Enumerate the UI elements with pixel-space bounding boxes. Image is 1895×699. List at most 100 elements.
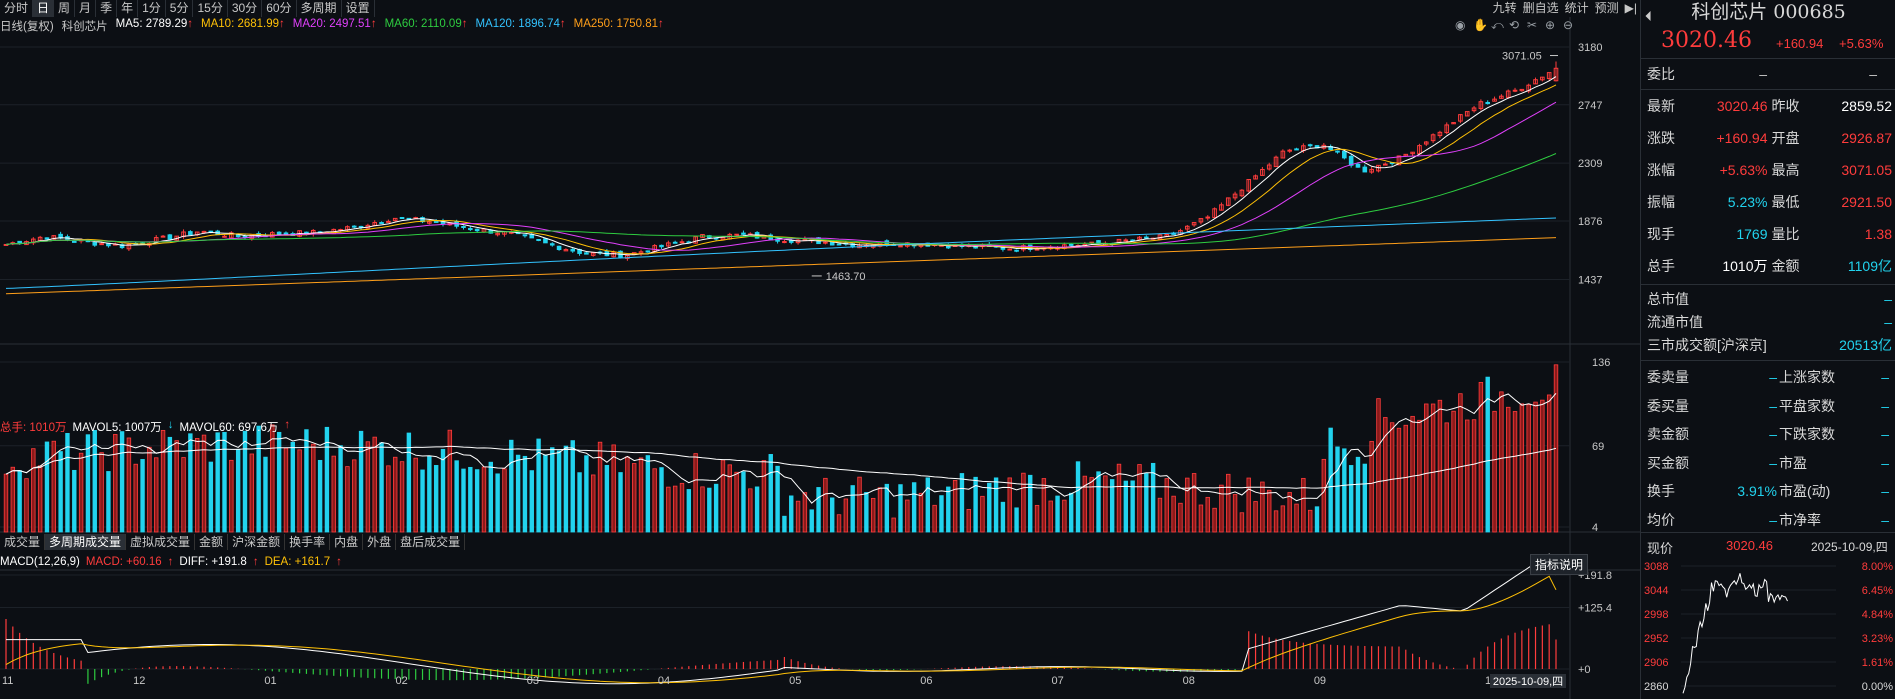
vol-bar	[317, 459, 323, 533]
tool-icon: ◉	[1455, 18, 1465, 32]
vol-bar	[816, 487, 821, 533]
vol-bar	[946, 486, 951, 533]
ma-item-4: MA120: 1896.74↑	[475, 18, 566, 30]
period-7[interactable]: 5分	[166, 0, 194, 17]
chart-tools: 九转 删自选 统计 预测 ▶|	[1493, 0, 1637, 17]
macd-prefix: MACD(12,26,9)	[0, 556, 80, 568]
period-12[interactable]: 设置	[342, 0, 375, 17]
vol-bar	[666, 486, 671, 533]
month-label: 09	[1314, 675, 1326, 687]
kline-chart[interactable]: 3180 2747 2309 1876 1437 3071.05 1463.70 ◉ ✋ ⤺ ⟲ ✂ ⊕…	[0, 17, 1640, 699]
vol-bar	[379, 442, 384, 533]
candle-body	[549, 243, 555, 246]
month-label: 04	[658, 675, 670, 687]
vol-bar	[1362, 463, 1368, 533]
mini-label: 现价	[1647, 541, 1674, 556]
candle-body	[543, 238, 548, 244]
candle-body	[1492, 98, 1497, 102]
mini-left-tick: 2998	[1644, 609, 1668, 621]
vol-tab-6[interactable]: 内盘	[330, 534, 364, 550]
vol-tab-8[interactable]: 盘后成交量	[396, 534, 466, 550]
period-1[interactable]: 日	[33, 0, 55, 17]
vol-bar	[304, 429, 309, 533]
tool-0[interactable]: 九转	[1492, 1, 1517, 15]
candle-body	[570, 248, 576, 252]
candle-body	[283, 232, 289, 235]
vol-bar	[92, 430, 97, 533]
period-6[interactable]: 1分	[138, 0, 166, 17]
candle-body	[1410, 151, 1415, 155]
date-box	[1490, 674, 1566, 688]
market-row-1: 流通市值 –	[1647, 314, 1892, 330]
candle-body	[1505, 90, 1511, 98]
period-8[interactable]: 15分	[193, 0, 228, 17]
candle-body	[1335, 150, 1340, 153]
ma-item-3: MA60: 2110.09↑	[384, 18, 468, 30]
candle-body	[1430, 134, 1436, 142]
row-label: 涨幅	[1647, 162, 1675, 178]
candle-body	[1253, 175, 1258, 180]
mini-left-tick: 2860	[1644, 681, 1668, 693]
candle-body	[1382, 163, 1388, 166]
vol-bar	[1348, 465, 1354, 533]
candle-body	[276, 231, 282, 235]
candle-body	[1239, 189, 1245, 197]
candle-body	[1198, 218, 1204, 223]
vol-bar	[249, 453, 255, 533]
vol-bar	[1000, 501, 1006, 533]
vol-tab-3[interactable]: 金额	[195, 534, 229, 550]
period-2[interactable]: 周	[54, 0, 76, 17]
expand-icon[interactable]: ▶|	[1624, 1, 1637, 15]
period-5[interactable]: 年	[117, 0, 139, 17]
tool-3[interactable]: 预测	[1594, 1, 1619, 15]
tool-1[interactable]: 删自选	[1522, 1, 1559, 15]
vol-bar	[1219, 484, 1224, 533]
vol-tab-7[interactable]: 外盘	[363, 534, 397, 550]
candle-body	[160, 235, 166, 238]
period-9[interactable]: 30分	[228, 0, 263, 17]
vol-bar	[1506, 406, 1511, 533]
period-10[interactable]: 60分	[262, 0, 297, 17]
period-11[interactable]: 多周期	[297, 0, 342, 17]
back-icon[interactable]: ⏴	[1645, 8, 1652, 24]
vol-bar	[775, 465, 780, 533]
order-row-4: 换手 3.91% 市盈(动) –	[1647, 483, 1889, 499]
vol-tab-1[interactable]: 多周期成交量	[45, 534, 127, 550]
vol-bar	[1437, 399, 1443, 533]
order-row-5: 均价 – 市净率 –	[1647, 511, 1889, 528]
period-4[interactable]: 季	[96, 0, 118, 17]
candle-body	[1458, 114, 1463, 122]
vol-bar	[789, 495, 794, 533]
mini-right-tick: 1.61%	[1862, 657, 1893, 669]
ma-items: MA5: 2789.29↑ MA10: 2681.99↑ MA20: 2497.51…	[116, 18, 664, 33]
price-tick: 2309	[1578, 158, 1602, 170]
ma250-line	[5, 237, 1557, 295]
period-0[interactable]: 分时	[0, 0, 34, 17]
vol-tab-0[interactable]: 成交量	[0, 534, 46, 550]
intraday-mini-chart[interactable]: 3088 3044 2998 2952 2906 2860 8.00% 6.45% 4.84% 3…	[1641, 556, 1895, 699]
order-row-3: 买金额 – 市盈 –	[1647, 454, 1889, 471]
vol-bar	[10, 466, 16, 533]
vol-bar	[365, 441, 371, 533]
vol-bar	[433, 465, 439, 533]
vol-bar	[1267, 489, 1272, 533]
vol-bar	[1089, 477, 1094, 533]
vol-bar	[454, 460, 459, 533]
indicator-help-button[interactable]: 指标说明	[1530, 554, 1589, 575]
order-row-0: 委卖量 – 上涨家数 –	[1647, 369, 1889, 385]
vol-bar	[1239, 512, 1245, 533]
vol-tab-2[interactable]: 虚拟成交量	[126, 534, 196, 550]
period-3[interactable]: 月	[75, 0, 97, 17]
vol-bar	[672, 485, 678, 533]
vol-bar	[1519, 403, 1525, 533]
tool-2[interactable]: 统计	[1564, 1, 1589, 15]
vol-tab-5[interactable]: 换手率	[285, 534, 331, 550]
month-label: 07	[1051, 675, 1063, 687]
vol-bar	[727, 464, 732, 533]
candle-body	[229, 232, 234, 239]
mini-price: 3020.46	[1726, 538, 1773, 553]
vol-bar	[877, 487, 883, 533]
vol-bar	[1526, 404, 1531, 533]
vol-tab-4[interactable]: 沪深金额	[228, 534, 286, 550]
tool-icon: ✂	[1527, 18, 1537, 32]
